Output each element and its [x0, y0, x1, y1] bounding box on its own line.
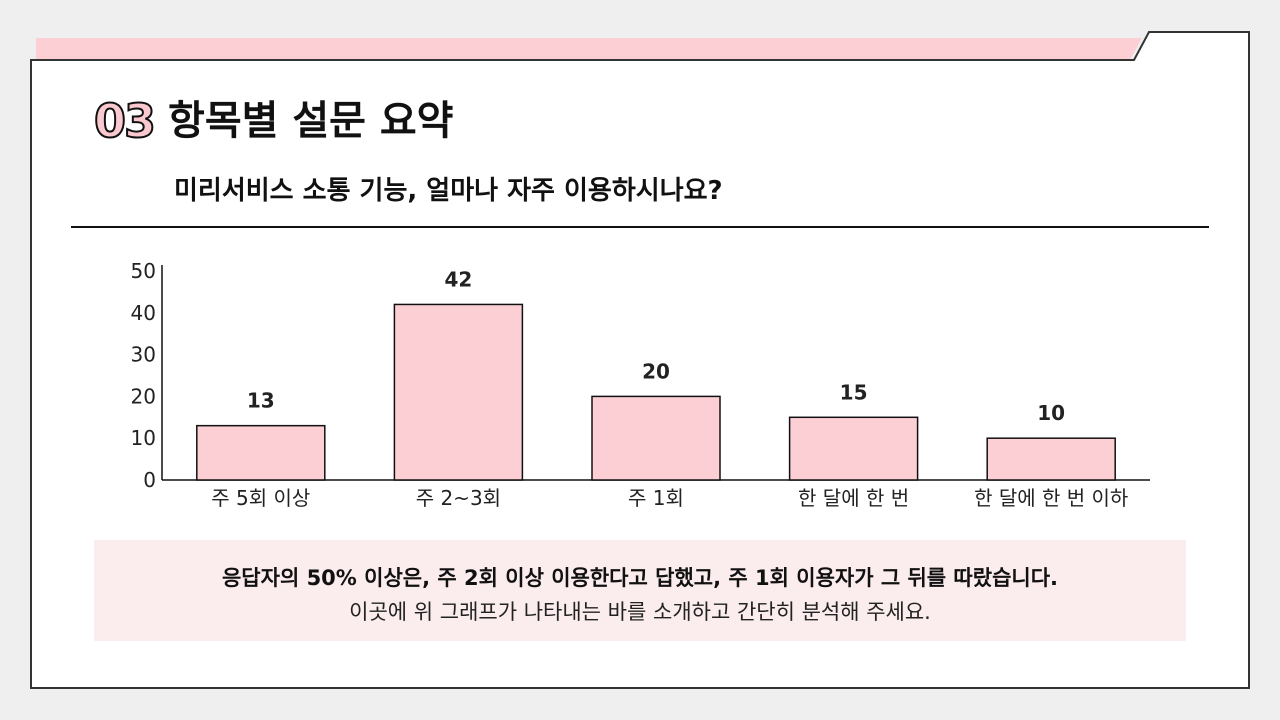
summary-sub-text: 이곳에 위 그래프가 나타내는 바를 소개하고 간단히 분석해 주세요. [349, 600, 931, 624]
data-label: 42 [444, 267, 472, 291]
page-title: 항목별 설문 요약 [168, 98, 454, 144]
x-tick-label: 한 달에 한 번 [798, 486, 909, 510]
bar [986, 437, 1116, 481]
y-tick-label: 40 [131, 301, 156, 325]
question-subtitle: 미리서비스 소통 기능, 얼마나 자주 이용하시나요? [174, 176, 723, 206]
header: 03 항목별 설문 요약 [93, 94, 454, 148]
y-tick-label: 0 [143, 468, 156, 492]
summary-box: 응답자의 50% 이상은, 주 2회 이상 이용한다고 답했고, 주 1회 이용… [94, 540, 1186, 641]
title-divider [71, 226, 1209, 228]
accent-band [36, 38, 1142, 60]
y-tick-label: 20 [131, 384, 156, 408]
x-tick-label: 한 달에 한 번 이하 [974, 486, 1128, 510]
data-label: 10 [1037, 401, 1065, 425]
summary-main-text: 응답자의 50% 이상은, 주 2회 이상 이용한다고 답했고, 주 1회 이용… [221, 566, 1059, 590]
bar [788, 416, 919, 481]
data-label: 20 [642, 359, 670, 383]
x-tick-label: 주 1회 [628, 486, 684, 510]
bar [591, 395, 721, 481]
section-number: 03 [93, 94, 157, 148]
slide-panel [30, 31, 1250, 689]
bar [393, 303, 524, 481]
bar-chart: 0 10 20 30 40 50 13 주 5회 이상 42 주 2~3회 20 주 1회 15 한 달에… [131, 259, 1150, 510]
data-label: 15 [840, 380, 868, 404]
x-tick-label: 주 2~3회 [416, 486, 501, 510]
x-tick-label: 주 5회 이상 [211, 486, 310, 510]
y-tick-label: 50 [131, 259, 156, 283]
data-label: 13 [247, 389, 275, 413]
y-tick-label: 10 [131, 426, 156, 450]
y-tick-label: 30 [131, 343, 156, 367]
bar [196, 424, 326, 481]
